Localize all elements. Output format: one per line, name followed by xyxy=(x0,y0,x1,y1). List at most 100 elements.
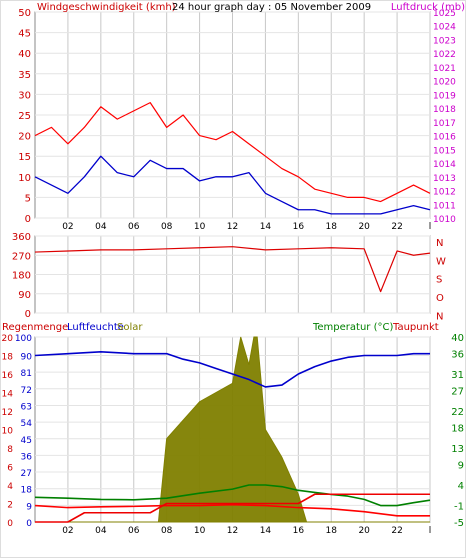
temperature-series xyxy=(34,484,431,507)
humidity-y-tick-36: 36 xyxy=(21,452,33,462)
wind-x-tick-22: 22 xyxy=(391,222,402,232)
climate-x-tick-10: 10 xyxy=(194,526,206,536)
rain-y-tick-2: 2 xyxy=(7,501,13,511)
rain-y-tick-14: 14 xyxy=(2,390,14,400)
humidity-y-tick-18: 18 xyxy=(21,486,33,496)
pressure-y-tick-1021: 1021 xyxy=(433,64,456,74)
rain-y-tick-0: 0 xyxy=(7,519,13,529)
compass-label-0: N xyxy=(436,238,443,249)
solar-header-label: Solar xyxy=(117,322,143,333)
climate-x-tick-04: 04 xyxy=(95,526,107,536)
wind-x-tick-04: 04 xyxy=(95,222,107,232)
wind-y-tick-25: 25 xyxy=(18,111,31,122)
pressure-y-tick-1017: 1017 xyxy=(433,119,456,129)
wind-x-tick-16: 16 xyxy=(293,222,305,232)
wind-y-tick-35: 35 xyxy=(18,70,31,81)
wind-header-label: Windgeschwindigkeit (kmh) xyxy=(37,2,176,13)
wind-y-tick-30: 30 xyxy=(18,90,31,101)
rain-y-tick-6: 6 xyxy=(7,464,13,474)
temperature-y-tick--1: -1 xyxy=(454,502,464,513)
climate-x-tick-l: l xyxy=(429,526,432,536)
wind-series-gust xyxy=(34,102,431,203)
rain-y-tick-16: 16 xyxy=(2,371,14,381)
humidity-series xyxy=(34,350,430,388)
pressure-y-tick-1023: 1023 xyxy=(433,36,456,46)
temperature-y-tick-4: 4 xyxy=(458,481,464,492)
humidity-y-tick-100: 100 xyxy=(15,334,32,344)
humidity-y-tick-45: 45 xyxy=(21,436,32,446)
pressure-y-tick-1012: 1012 xyxy=(433,188,456,198)
wind-y-tick-10: 10 xyxy=(18,173,31,184)
pressure-y-tick-1018: 1018 xyxy=(433,105,456,115)
temperature-y-tick-40: 40 xyxy=(451,333,464,344)
rain-y-tick-8: 8 xyxy=(7,445,13,455)
climate-x-tick-18: 18 xyxy=(326,526,338,536)
compass-label-4: N xyxy=(436,311,443,322)
pressure-y-tick-1010: 1010 xyxy=(433,215,456,225)
wind-x-tick-18: 18 xyxy=(326,222,338,232)
rain-y-tick-10: 10 xyxy=(2,427,14,437)
wind-x-tick-l: l xyxy=(429,222,432,232)
rain-y-tick-12: 12 xyxy=(2,408,13,418)
temperature-header-label: Temperatur (°C) xyxy=(312,322,393,333)
direction-y-tick-360: 360 xyxy=(12,232,31,243)
pressure-y-tick-1025: 1025 xyxy=(433,9,456,19)
temperature-y-tick-9: 9 xyxy=(458,460,464,471)
wind-series-avg xyxy=(34,155,431,215)
humidity-y-tick-54: 54 xyxy=(21,419,33,429)
temperature-y-tick-22: 22 xyxy=(451,407,464,418)
climate-x-tick-20: 20 xyxy=(358,526,370,536)
rain-y-tick-18: 18 xyxy=(2,353,14,363)
wind-y-tick-0: 0 xyxy=(25,214,31,225)
wind-x-tick-20: 20 xyxy=(358,222,370,232)
wind-x-tick-12: 12 xyxy=(227,222,238,232)
wind-y-tick-45: 45 xyxy=(18,29,31,40)
wind-x-tick-06: 06 xyxy=(128,222,140,232)
humidity-y-tick-90: 90 xyxy=(21,353,33,363)
pressure-y-tick-1016: 1016 xyxy=(433,133,456,143)
direction-y-tick-270: 270 xyxy=(12,251,31,262)
climate-x-tick-02: 02 xyxy=(62,526,73,536)
climate-x-tick-14: 14 xyxy=(260,526,272,536)
climate-x-tick-12: 12 xyxy=(227,526,238,536)
wind-x-tick-02: 02 xyxy=(62,222,73,232)
pressure-y-tick-1013: 1013 xyxy=(433,174,456,184)
solar-area xyxy=(35,336,430,523)
climate-x-tick-06: 06 xyxy=(128,526,140,536)
climate-x-tick-08: 08 xyxy=(161,526,173,536)
wind-y-tick-50: 50 xyxy=(18,8,31,19)
rain-header-label: Regenmenge xyxy=(2,322,68,333)
compass-label-1: W xyxy=(436,256,446,267)
compass-label-2: S xyxy=(436,275,442,286)
temperature-y-tick-18: 18 xyxy=(451,423,464,434)
direction-y-tick-180: 180 xyxy=(12,271,31,282)
rain-y-tick-4: 4 xyxy=(7,482,13,492)
rain-series xyxy=(35,493,430,523)
rain-y-tick-20: 20 xyxy=(2,334,14,344)
humidity-y-tick-63: 63 xyxy=(21,402,32,412)
humidity-header-label: Luftfeuchte xyxy=(67,322,124,333)
dewpoint-series xyxy=(34,503,430,517)
temperature-y-tick--5: -5 xyxy=(454,518,464,529)
direction-series xyxy=(34,246,431,293)
dewpoint-header-label: Taupunkt xyxy=(392,322,439,333)
temperature-y-tick-31: 31 xyxy=(451,370,464,381)
pressure-y-tick-1020: 1020 xyxy=(433,78,456,88)
temperature-y-tick-36: 36 xyxy=(451,349,464,360)
pressure-y-tick-1015: 1015 xyxy=(433,146,456,156)
humidity-y-tick-81: 81 xyxy=(21,369,32,379)
pressure-y-tick-1011: 1011 xyxy=(433,201,456,211)
chart-title: 24 hour graph day : 05 November 2009 xyxy=(172,2,371,13)
humidity-y-tick-72: 72 xyxy=(21,386,32,396)
pressure-y-tick-1022: 1022 xyxy=(433,50,456,60)
climate-x-tick-22: 22 xyxy=(391,526,402,536)
wind-y-tick-40: 40 xyxy=(18,49,31,60)
pressure-y-tick-1014: 1014 xyxy=(433,160,456,170)
wind-y-tick-15: 15 xyxy=(18,152,31,163)
wind-x-tick-10: 10 xyxy=(194,222,206,232)
wind-y-tick-5: 5 xyxy=(25,193,31,204)
compass-label-3: O xyxy=(436,293,444,304)
